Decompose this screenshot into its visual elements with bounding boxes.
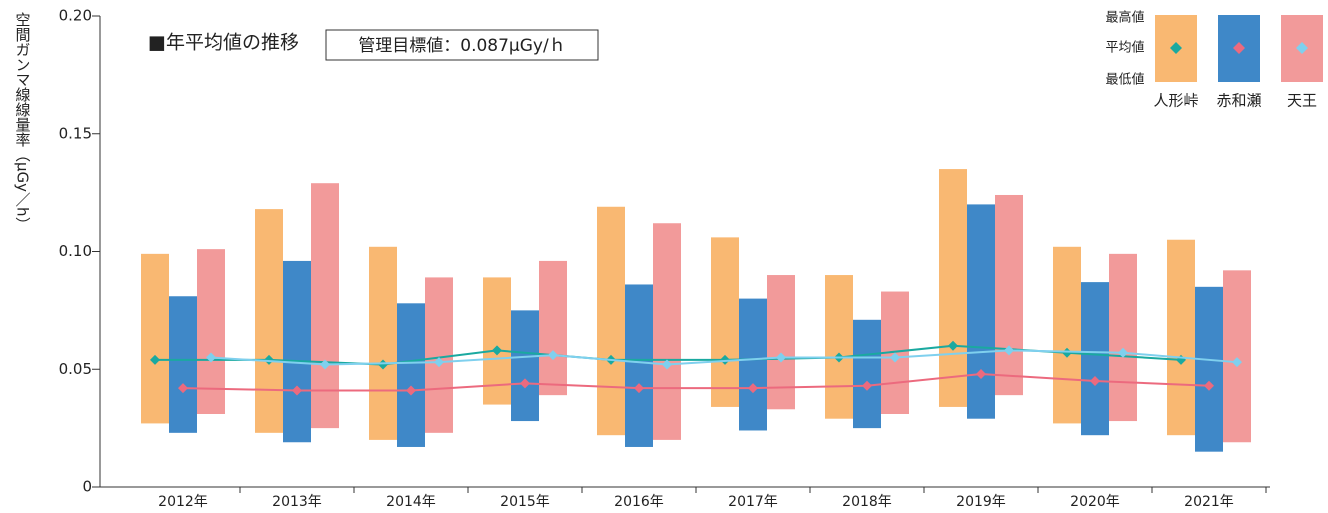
average-line — [182, 372, 1210, 392]
average-marker — [320, 359, 330, 370]
average-marker — [206, 352, 216, 363]
y-tick-label: 0.15 — [59, 124, 92, 142]
average-marker — [178, 383, 188, 394]
range-bar — [739, 298, 767, 431]
range-bar — [653, 223, 681, 440]
average-marker — [264, 354, 274, 365]
range-bar — [197, 249, 225, 414]
range-bar — [311, 183, 339, 429]
range-bar — [283, 260, 311, 443]
x-tick-label: 2019年 — [956, 494, 1006, 510]
legend-label: 平均値 — [1105, 40, 1144, 56]
legend-label: 最低値 — [1105, 72, 1144, 88]
range-bar — [397, 303, 425, 447]
average-marker — [1204, 380, 1214, 391]
y-axis-label: 空間ガンマ線線量率（μGy／h） — [14, 12, 32, 232]
range-bar — [1053, 246, 1081, 424]
average-marker — [748, 383, 758, 394]
average-marker — [434, 357, 444, 368]
legend-marker — [1170, 42, 1182, 54]
average-marker — [292, 385, 302, 396]
y-tick-label: 0.20 — [59, 7, 92, 25]
average-marker — [634, 383, 644, 394]
average-line — [210, 349, 1238, 366]
average-marker — [662, 359, 672, 370]
range-bar — [1195, 286, 1223, 452]
average-marker — [720, 354, 730, 365]
range-bar — [597, 206, 625, 436]
x-tick-label: 2020年 — [1070, 494, 1120, 510]
range-bar — [625, 284, 653, 447]
legend-name: 人形峠 — [1153, 92, 1198, 110]
range-bar — [967, 204, 995, 419]
chart-title: ■年平均値の推移 — [148, 32, 299, 54]
average-marker — [1062, 347, 1072, 358]
range-bar — [1081, 282, 1109, 436]
range-bar — [141, 253, 169, 424]
annotation-box — [325, 29, 599, 61]
range-bar — [511, 310, 539, 422]
average-marker — [1090, 376, 1100, 387]
range-bar — [711, 237, 739, 407]
legend-name: 赤和瀬 — [1216, 92, 1261, 110]
average-marker — [406, 385, 416, 396]
average-marker — [1004, 345, 1014, 356]
range-bar — [825, 275, 853, 419]
x-tick-label: 2016年 — [614, 494, 664, 510]
legend-marker — [1296, 42, 1308, 54]
legend-name: 天王 — [1287, 92, 1317, 110]
y-tick-label: 0.10 — [59, 242, 92, 260]
average-marker — [890, 352, 900, 363]
x-tick-label: 2014年 — [386, 494, 436, 510]
legend-marker — [1233, 42, 1245, 54]
range-bar — [939, 169, 967, 407]
average-marker — [548, 350, 558, 361]
range-bar — [767, 275, 795, 410]
average-marker — [378, 359, 388, 370]
y-tick-label: 0 — [82, 478, 92, 496]
y-tick-label: 0.05 — [59, 360, 92, 378]
range-bar — [255, 209, 283, 433]
x-tick-label: 2015年 — [500, 494, 550, 510]
range-bar — [1167, 239, 1195, 436]
average-marker — [1118, 347, 1128, 358]
average-marker — [492, 345, 502, 356]
range-bar — [853, 319, 881, 429]
average-marker — [862, 380, 872, 391]
average-marker — [948, 340, 958, 351]
legend-label: 最高値 — [1105, 10, 1144, 26]
x-tick-label: 2013年 — [272, 494, 322, 510]
range-bar — [425, 277, 453, 433]
range-bar — [169, 296, 197, 433]
average-marker — [776, 352, 786, 363]
average-marker — [976, 368, 986, 379]
average-marker — [1232, 357, 1242, 368]
average-marker — [150, 354, 160, 365]
range-bar — [1109, 253, 1137, 422]
range-bar — [995, 194, 1023, 396]
annotation: 管理目標値：0.087μGy/ｈ — [358, 36, 565, 56]
range-bar — [1223, 270, 1251, 443]
average-marker — [520, 378, 530, 389]
range-bar — [539, 260, 567, 396]
x-tick-label: 2018年 — [842, 494, 892, 510]
range-bar — [369, 246, 397, 440]
x-tick-label: 2021年 — [1184, 494, 1234, 510]
x-tick-label: 2017年 — [728, 494, 778, 510]
x-tick-label: 2012年 — [158, 494, 208, 510]
range-bar — [483, 277, 511, 405]
